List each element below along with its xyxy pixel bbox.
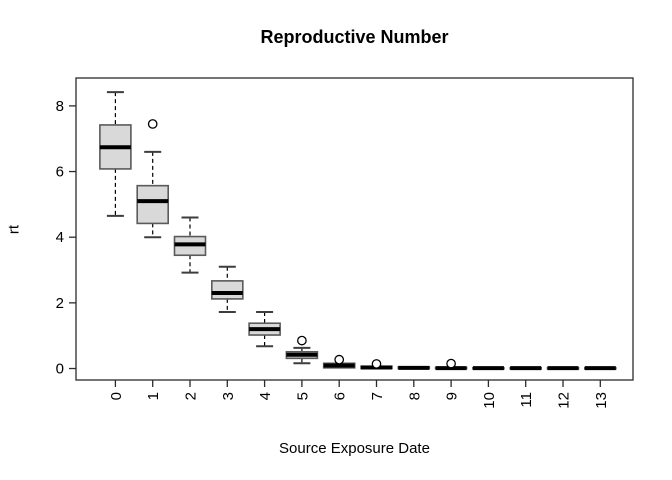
x-tick-label: 1 <box>145 392 162 400</box>
x-tick-label: 8 <box>406 392 423 400</box>
outlier-point <box>446 358 456 369</box>
x-tick-label: 10 <box>481 392 498 409</box>
x-tick-label: 9 <box>444 392 461 400</box>
y-tick-label: 4 <box>56 229 64 246</box>
x-tick-label: 5 <box>294 392 311 400</box>
x-tick-label: 6 <box>332 392 349 400</box>
outlier-point <box>297 335 307 346</box>
x-tick-label: 4 <box>257 392 274 400</box>
y-tick-label: 8 <box>56 98 64 115</box>
plot-frame <box>75 77 634 381</box>
chart-title: Reproductive Number <box>260 27 449 47</box>
x-tick-label: 7 <box>369 392 386 400</box>
x-tick-label: 0 <box>108 392 125 400</box>
x-tick-label: 2 <box>183 392 200 400</box>
iqr-box <box>211 280 244 300</box>
y-tick-label: 0 <box>56 361 64 378</box>
outlier-point <box>334 354 345 365</box>
y-tick-label: 6 <box>56 164 64 181</box>
outlier-point <box>371 359 382 369</box>
x-tick-label: 12 <box>556 392 573 409</box>
y-tick-label: 2 <box>56 295 64 312</box>
iqr-box <box>136 184 169 225</box>
x-axis-title: Source Exposure Date <box>279 440 430 457</box>
x-tick-label: 13 <box>593 392 610 409</box>
x-tick-label: 11 <box>518 392 535 408</box>
outlier-point <box>147 119 158 129</box>
x-tick-label: 3 <box>220 392 237 400</box>
